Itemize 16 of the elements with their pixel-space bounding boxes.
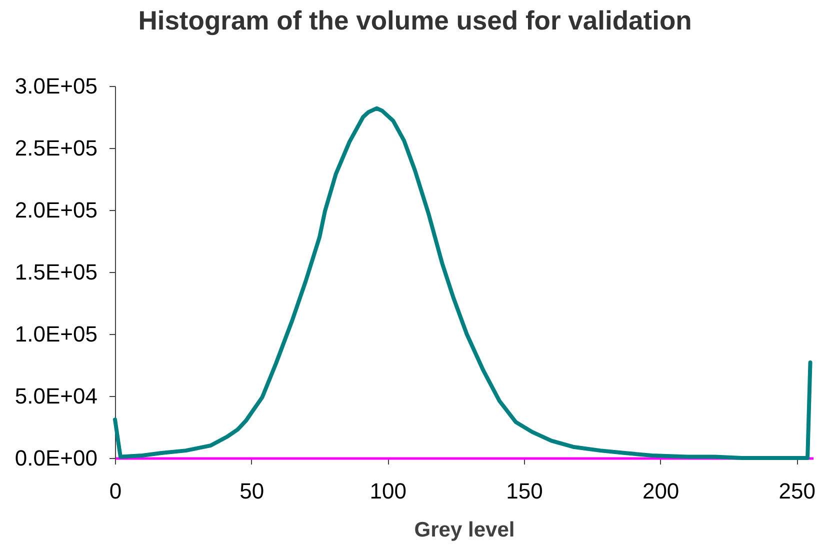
x-axis-title: Grey level <box>414 518 515 542</box>
x-tick-label: 0 <box>109 478 122 504</box>
y-tick-label: 5.0E+04 <box>14 384 98 408</box>
y-tick-label: 1.0E+05 <box>14 322 98 346</box>
chart-title: Histogram of the volume used for validation <box>138 6 692 36</box>
x-tick-label: 50 <box>240 478 264 504</box>
y-tick-label: 1.5E+05 <box>14 260 98 284</box>
y-tick-label: 3.0E+05 <box>14 74 98 98</box>
y-tick-label: 2.0E+05 <box>14 198 98 222</box>
y-tick-label: 2.5E+05 <box>14 136 98 160</box>
x-tick-label: 150 <box>506 478 543 504</box>
x-tick-label: 100 <box>370 478 407 504</box>
y-tick-label: 0.0E+00 <box>14 446 98 470</box>
x-tick-label: 200 <box>642 478 680 504</box>
x-tick-label: 250 <box>778 478 816 504</box>
line-series <box>113 106 812 460</box>
